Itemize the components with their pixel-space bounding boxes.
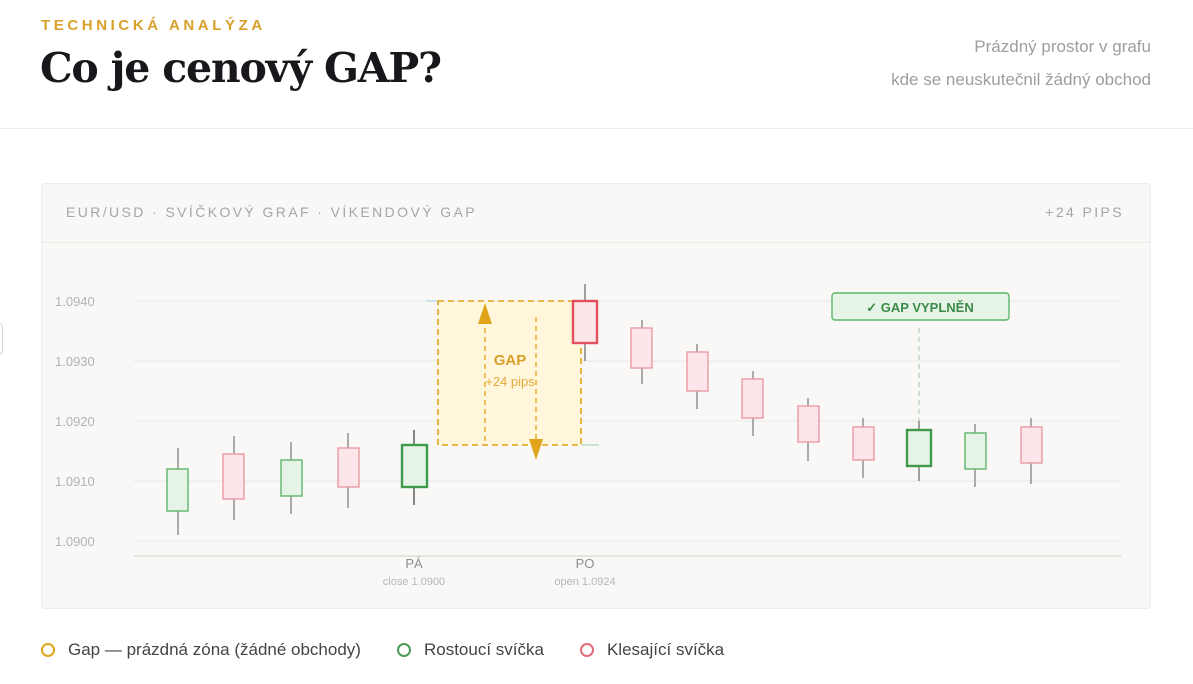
candle-bearish (686, 344, 709, 409)
y-axis-labels: 1.0940 1.0930 1.0920 1.0910 1.0900 (55, 294, 95, 549)
candle-bearish (1020, 418, 1043, 484)
candle-bearish (337, 433, 360, 508)
eyebrow-category: TECHNICKÁ ANALÝZA (41, 17, 266, 34)
y-tick-label: 1.0940 (55, 294, 95, 309)
gap-label: GAP (494, 352, 527, 369)
chart-card: EUR/USD · SVÍČKOVÝ GRAF · VÍKENDOVÝ GAP … (41, 183, 1151, 609)
candle-bullish (166, 448, 189, 535)
friday-close-value: close 1.0900 (383, 576, 445, 588)
page-title: Co je cenový GAP? (40, 44, 442, 92)
candlestick-chart: 1.0940 1.0930 1.0920 1.0910 1.0900 GAP +… (55, 284, 1121, 588)
monday-open-value: open 1.0924 (554, 576, 615, 588)
gap-zone: GAP +24 pips (426, 300, 599, 460)
gap-circle-icon (41, 643, 55, 657)
legend-label: Rostoucí svíčka (423, 640, 544, 659)
candle-monday-open (571, 284, 599, 361)
subtitle-line-2: kde se neuskutečnil žádný obchod (891, 70, 1151, 89)
gap-down-arrow-icon (529, 439, 543, 460)
candle-bullish (964, 424, 987, 487)
monday-label: PO (576, 556, 595, 571)
page-subtitle: Prázdný prostor v grafu kde se neuskuteč… (891, 30, 1151, 96)
candle-gap-filled (905, 421, 933, 481)
x-annotations: PÁ close 1.0900 PO open 1.0924 (383, 556, 616, 588)
bullish-circle-icon (396, 643, 411, 657)
legend-label: Gap — prázdná zóna (žádné obchody) (68, 640, 361, 659)
y-tick-label: 1.0930 (55, 354, 95, 369)
candle-bearish (741, 371, 764, 436)
bearish-circle-icon (579, 643, 594, 657)
pips-badge: +24 PIPS (1045, 204, 1124, 220)
legend-item-bullish: Rostoucí svíčka (396, 640, 544, 660)
candle-friday-close (400, 430, 429, 505)
gap-pips-label: +24 pips (485, 374, 535, 389)
gap-filled-label: ✓ GAP VYPLNĚN (866, 300, 973, 315)
gap-up-arrow-icon (478, 303, 492, 324)
chart-card-header: EUR/USD · SVÍČKOVÝ GRAF · VÍKENDOVÝ GAP … (42, 184, 1150, 243)
page-header: TECHNICKÁ ANALÝZA Co je cenový GAP? Práz… (0, 0, 1193, 129)
y-tick-label: 1.0920 (55, 414, 95, 429)
legend-item-bearish: Klesající svíčka (579, 640, 725, 660)
side-handle[interactable] (0, 323, 3, 355)
friday-label: PÁ (405, 556, 423, 571)
chart-title: EUR/USD · SVÍČKOVÝ GRAF · VÍKENDOVÝ GAP (66, 204, 477, 220)
gap-filled-badge: ✓ GAP VYPLNĚN (831, 292, 1010, 321)
candle-bullish (280, 442, 303, 514)
legend-item-gap: Gap — prázdná zóna (žádné obchody) (41, 640, 361, 660)
candle-bearish (630, 320, 653, 384)
legend-label: Klesající svíčka (606, 640, 725, 659)
candle-bearish (797, 398, 820, 461)
y-tick-label: 1.0910 (55, 474, 95, 489)
y-tick-label: 1.0900 (55, 534, 95, 549)
chart-legend: Gap — prázdná zóna (žádné obchody) Rosto… (41, 640, 760, 660)
subtitle-line-1: Prázdný prostor v grafu (974, 37, 1151, 56)
candle-bearish (852, 418, 875, 478)
candle-bearish (222, 436, 245, 520)
grid-lines (134, 300, 1121, 542)
candles (166, 284, 1043, 535)
